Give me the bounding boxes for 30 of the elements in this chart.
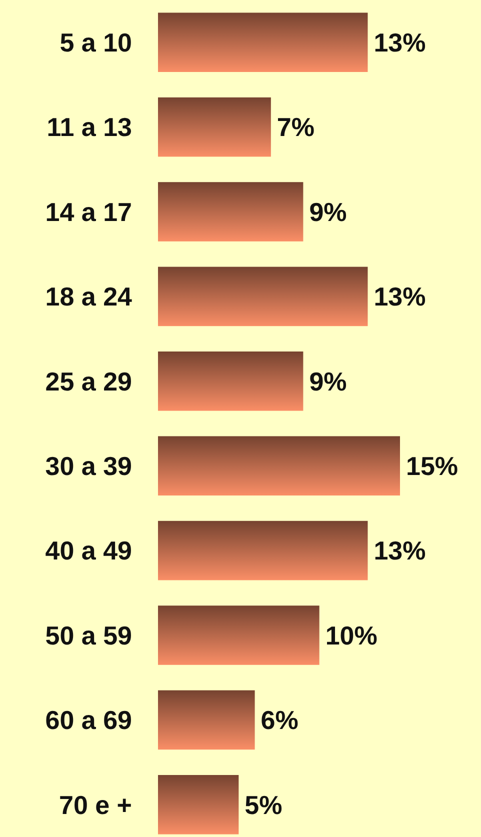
bar [158,436,400,496]
bar [158,690,255,750]
data-label: 5% [244,790,282,820]
data-label: 10% [325,620,378,650]
y-tick-label: 30 a 39 [45,450,132,481]
y-tick-label: 40 a 49 [45,536,132,566]
data-label: 9% [309,366,347,396]
data-label: 13% [374,536,426,566]
y-tick-label: 25 a 29 [45,366,132,396]
bar [158,775,239,834]
y-tick-label: 5 a 10 [60,27,132,58]
data-label: 13% [374,27,426,58]
data-label: 7% [276,112,315,142]
data-label: 9% [309,196,347,227]
data-label: 13% [374,282,426,312]
bar [158,12,368,72]
data-label: 15% [406,450,458,481]
data-label: 6% [260,705,298,736]
bar [158,606,320,665]
bar [158,352,304,411]
bar [158,266,368,326]
y-tick-label: 50 a 59 [45,620,132,650]
y-tick-label: 60 a 69 [45,705,132,736]
bar [158,182,304,242]
bar [158,520,368,580]
y-tick-label: 14 a 17 [45,196,132,227]
y-tick-label: 11 a 13 [46,112,132,142]
y-tick-label: 70 e + [58,790,132,820]
bar [158,97,271,157]
y-tick-label: 18 a 24 [45,282,133,312]
